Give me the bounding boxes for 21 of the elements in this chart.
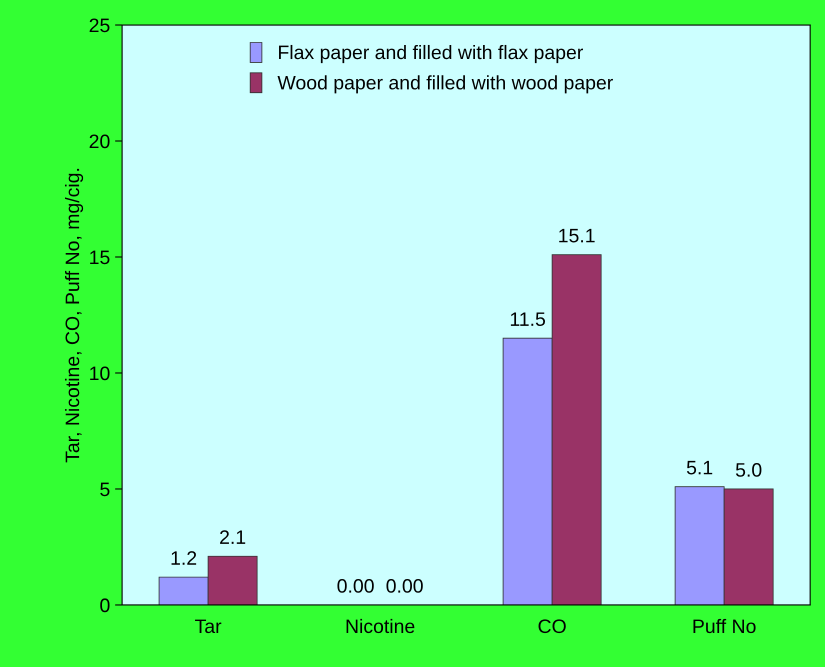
data-label: 1.2 bbox=[172, 551, 196, 565]
y-tick-label: 0 bbox=[100, 598, 110, 612]
y-tick-label: 10 bbox=[90, 366, 110, 380]
data-label: 5.0 bbox=[736, 463, 762, 477]
y-tick-label: 5 bbox=[100, 482, 110, 496]
y-tick-label: 25 bbox=[90, 18, 110, 32]
data-label: 5.1 bbox=[686, 460, 712, 474]
data-label: 15.1 bbox=[559, 228, 595, 242]
data-label: 2.1 bbox=[220, 530, 246, 544]
x-tick-label: Puff No bbox=[693, 618, 756, 634]
x-tick-label: CO bbox=[538, 619, 566, 634]
data-label: 11.5 bbox=[510, 312, 546, 326]
legend-label: Wood paper and filled with wood paper bbox=[278, 75, 613, 94]
data-label: 0.00 bbox=[337, 579, 374, 593]
legend-label: Flax paper and filled with flax paper bbox=[279, 44, 583, 64]
y-tick-label: 20 bbox=[90, 134, 110, 148]
x-tick-label: Tar bbox=[195, 620, 222, 634]
y-tick-label: 15 bbox=[90, 250, 110, 264]
y-axis-title: Tar, Nicotine, CO, Puff No, mg/cig. bbox=[64, 168, 84, 462]
x-tick-label: Nicotine bbox=[346, 618, 414, 634]
data-label: 0.00 bbox=[386, 579, 423, 593]
